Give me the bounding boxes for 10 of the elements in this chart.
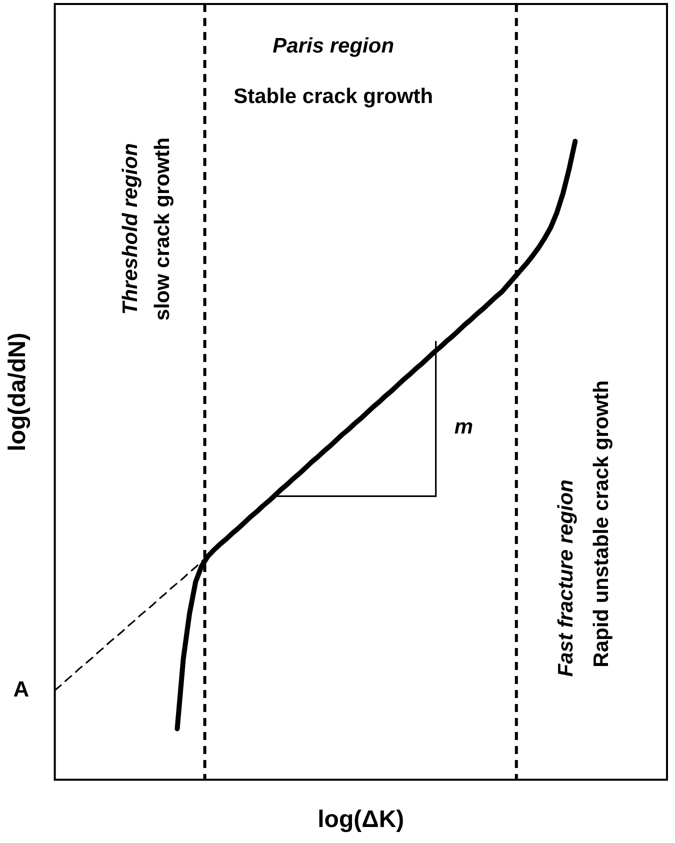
annotation: m bbox=[454, 415, 474, 438]
x-axis-title: log(ΔK) bbox=[318, 806, 404, 834]
text: A bbox=[13, 676, 30, 702]
text: Paris region bbox=[272, 34, 394, 58]
annotation: Threshold region bbox=[119, 143, 142, 315]
annotation: Rapid unstable crack growth bbox=[590, 380, 613, 668]
y-axis-title: log(da/dN) bbox=[4, 332, 32, 452]
text: Stable crack growth bbox=[234, 84, 434, 108]
annotation: slow crack growth bbox=[150, 137, 174, 321]
annotation: Fast fracture region bbox=[554, 479, 578, 677]
